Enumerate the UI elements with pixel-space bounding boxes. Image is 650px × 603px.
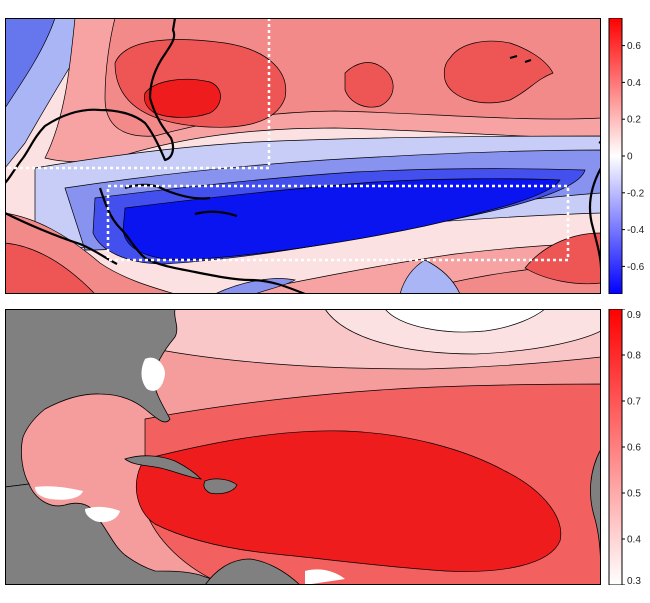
colorbar-tick-label: 0.8 [627,351,641,362]
correlation-map-bottom [5,309,601,585]
region-boxes [5,18,570,262]
colorbar-gradient [608,309,623,585]
map-frame [5,309,601,585]
colorbar-tick-label: 0.3 [627,576,641,585]
colorbar-tick-label: 0.7 [627,397,641,408]
colorbar-tick-label: 0 [627,152,633,163]
colorbar-tick-label: 0.5 [627,489,641,500]
colorbar-tick-label: -0.6 [627,262,645,273]
map-frame [5,18,601,294]
land-mask [5,309,601,585]
correlation-map-top [5,18,601,294]
colorbar-tick-label: -0.4 [627,225,645,236]
colorbar-tick-label: 0.4 [627,535,641,546]
colorbar-bottom: 0.9 0.8 0.7 0.6 0.5 0.4 0.3 [608,309,641,585]
colorbar-top: 0.6 0.4 0.2 0 -0.2 -0.4 -0.6 [608,18,645,294]
colorbar-tick-label: 0.2 [627,115,641,126]
colorbar-tick-label: 0.4 [627,78,641,89]
colorbar-tick-label: -0.2 [627,188,645,199]
colorbar-gradient [608,18,623,294]
colorbar-tick-label: 0.9 [627,310,641,321]
colorbar-tick-label: 0.6 [627,41,641,52]
colorbar-tick-label: 0.6 [627,443,641,454]
